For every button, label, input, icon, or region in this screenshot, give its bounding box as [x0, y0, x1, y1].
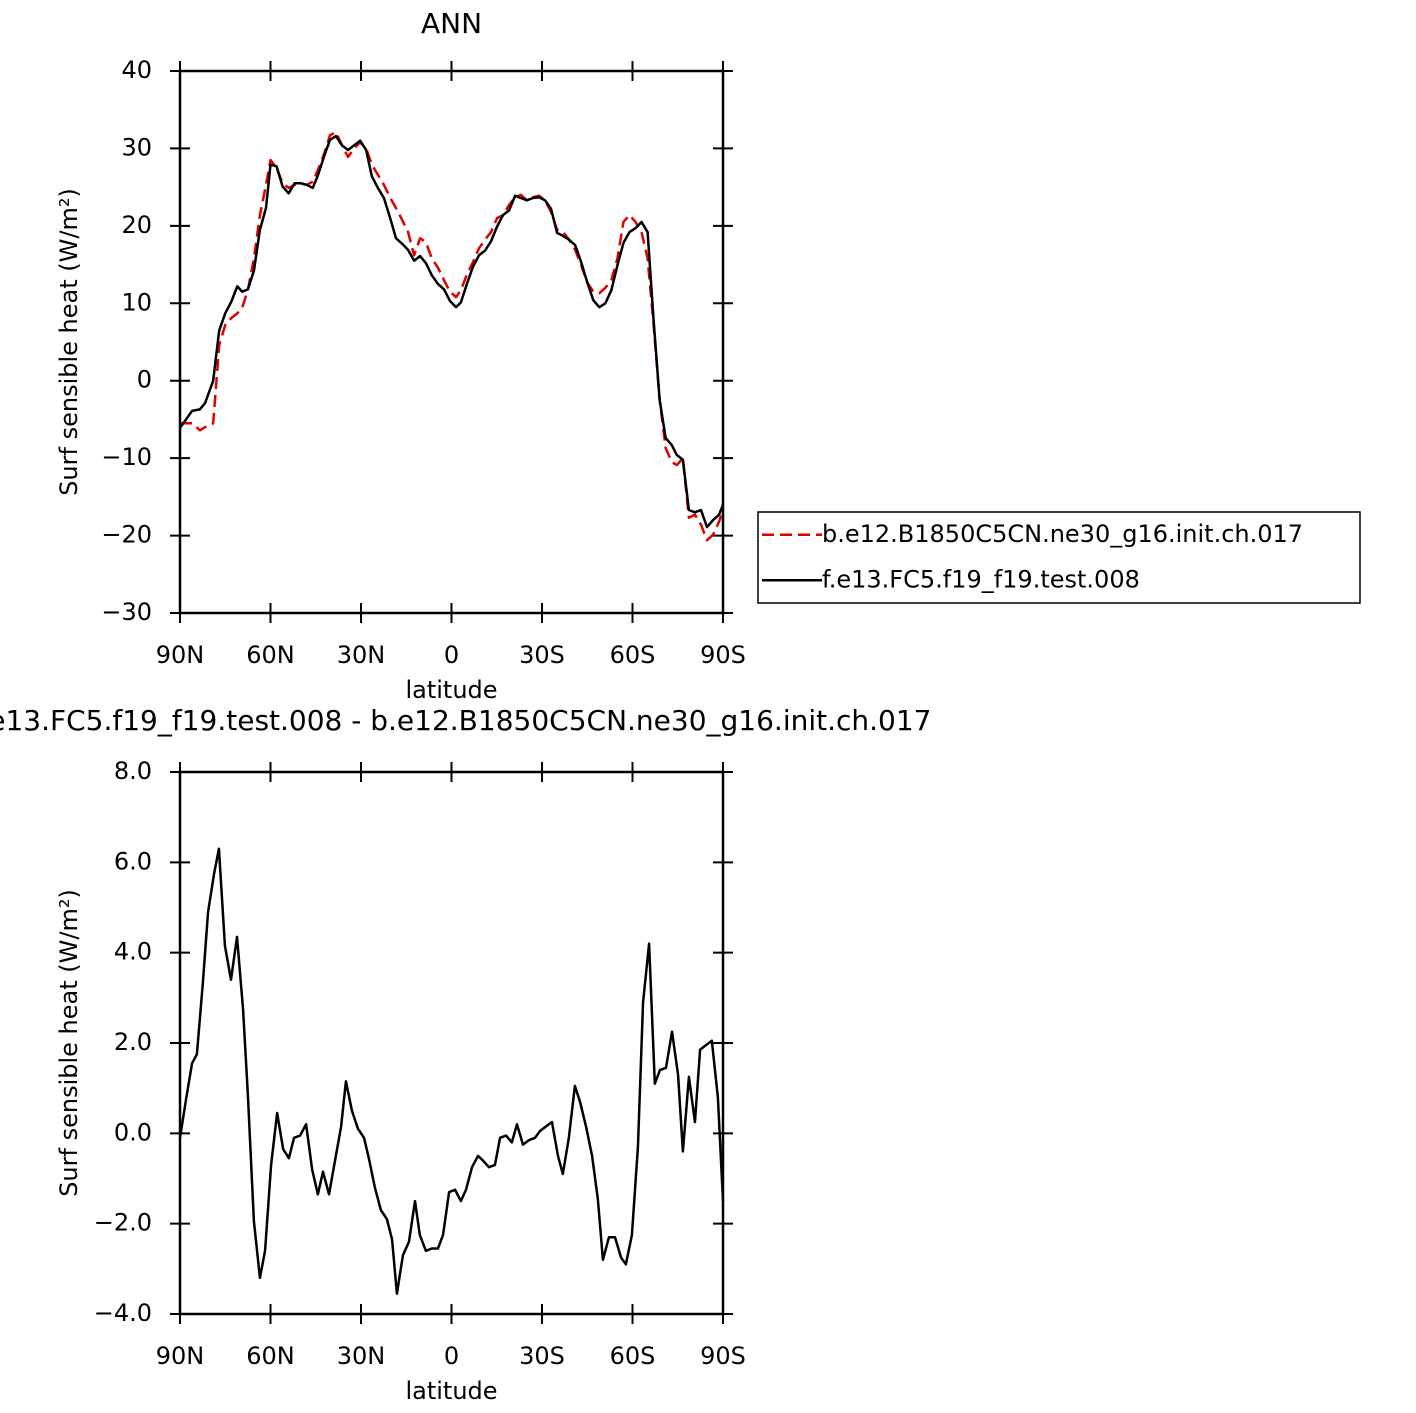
x-tick-label: 30S	[519, 641, 565, 669]
x-tick-label: 90S	[700, 1342, 746, 1370]
data-line	[180, 130, 725, 542]
y-tick-label: −20	[101, 521, 152, 549]
x-tick-label: 90N	[156, 641, 205, 669]
x-tick-label: 0	[444, 1342, 459, 1370]
y-tick-label: −4.0	[94, 1299, 152, 1327]
x-tick-label: 60N	[246, 1342, 295, 1370]
y-tick-label: 40	[121, 56, 152, 84]
legend-label: b.e12.B1850C5CN.ne30_g16.init.ch.017	[822, 520, 1303, 548]
y-axis-label: Surf sensible heat (W/m²)	[55, 188, 83, 496]
legend-box	[757, 511, 1361, 604]
y-axis-label: Surf sensible heat (W/m²)	[55, 889, 83, 1197]
legend-label: f.e13.FC5.f19_f19.test.008	[822, 565, 1140, 593]
y-tick-label: 20	[121, 211, 152, 239]
x-tick-label: 0	[444, 641, 459, 669]
y-tick-label: −30	[101, 598, 152, 626]
y-tick-label: −2.0	[94, 1209, 152, 1237]
data-line	[178, 134, 725, 529]
plot-frame	[178, 770, 725, 1316]
y-tick-label: 0.0	[114, 1118, 152, 1146]
y-tick-label: 0	[137, 366, 152, 394]
x-tick-label: 60N	[246, 641, 295, 669]
y-tick-label: 2.0	[114, 1028, 152, 1056]
y-tick-label: 30	[121, 133, 152, 161]
y-tick-label: −10	[101, 443, 152, 471]
x-tick-label: 60S	[610, 641, 656, 669]
x-tick-label: 30N	[337, 1342, 386, 1370]
y-tick-label: 10	[121, 288, 152, 316]
data-line	[178, 847, 725, 1295]
y-tick-label: 8.0	[114, 757, 152, 785]
x-tick-label: 30S	[519, 1342, 565, 1370]
x-tick-label: 60S	[610, 1342, 656, 1370]
x-tick-label: 90S	[700, 641, 746, 669]
plot-frame	[178, 69, 725, 615]
x-axis-label: latitude	[405, 676, 497, 704]
chart-title: f.e13.FC5.f19_f19.test.008 - b.e12.B1850…	[0, 704, 931, 737]
x-tick-label: 30N	[337, 641, 386, 669]
x-axis-label: latitude	[405, 1377, 497, 1405]
x-tick-label: 90N	[156, 1342, 205, 1370]
y-tick-label: 4.0	[114, 938, 152, 966]
y-tick-label: 6.0	[114, 847, 152, 875]
chart-title: ANN	[421, 7, 482, 40]
